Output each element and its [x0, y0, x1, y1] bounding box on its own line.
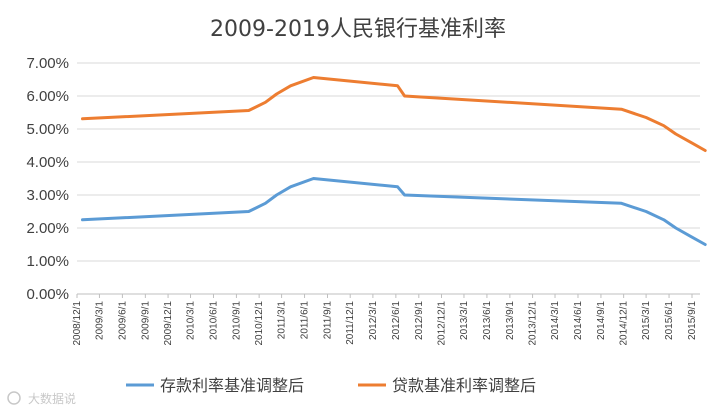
x-tick-label: 2014/6/1: [573, 301, 584, 340]
y-tick-label: 2.00%: [26, 220, 69, 237]
y-tick-label: 0.00%: [26, 286, 69, 303]
x-tick-label: 2015/6/1: [664, 301, 675, 340]
x-tick-label: 2011/6/1: [300, 301, 311, 340]
x-tick-label: 2013/3/1: [459, 301, 470, 340]
y-tick-label: 4.00%: [26, 154, 69, 171]
x-axis-ticks: 2008/12/1 2009/3/1 2009/6/1 2009/9/1 2009/12…: [72, 294, 698, 346]
x-tick-label: 2012/6/1: [391, 301, 402, 340]
x-tick-label: 2014/9/1: [596, 301, 607, 340]
x-tick-label: 2011/3/1: [277, 301, 288, 340]
series-lines: [81, 76, 707, 246]
x-tick-label: 2012/3/1: [368, 301, 379, 340]
x-tick-label: 2009/3/1: [94, 301, 105, 340]
x-tick-label: 2013/6/1: [482, 301, 493, 340]
x-tick-label: 2010/9/1: [231, 301, 242, 340]
x-tick-label: 2009/9/1: [140, 301, 151, 340]
watermark: 大数据说: [7, 391, 76, 406]
x-tick-label: 2012/12/1: [437, 301, 448, 346]
x-tick-label: 2009/6/1: [117, 301, 128, 340]
x-tick-label: 2011/12/1: [345, 301, 356, 345]
x-tick-label: 2013/9/1: [505, 301, 516, 340]
y-tick-label: 1.00%: [26, 253, 69, 270]
x-tick-label: 2013/12/1: [528, 301, 539, 346]
x-tick-label: 2014/12/1: [619, 301, 630, 346]
series-line-deposit: [81, 177, 707, 246]
series-line-loan: [81, 76, 707, 152]
y-tick-label: 3.00%: [26, 187, 69, 204]
x-tick-label: 2010/3/1: [186, 301, 197, 340]
x-tick-label: 2011/9/1: [322, 301, 333, 340]
y-tick-label: 6.00%: [26, 88, 69, 105]
y-tick-label: 7.00%: [26, 55, 69, 72]
watermark-logo-icon: [7, 391, 21, 405]
gridlines: [77, 62, 700, 295]
x-tick-label: 2014/3/1: [550, 301, 561, 340]
chart-title: 2009-2019人民银行基准利率: [210, 17, 506, 42]
x-tick-label: 2015/3/1: [641, 301, 652, 340]
legend-label-loan: 贷款基准利率调整后: [392, 376, 536, 395]
x-tick-label: 2015/9/1: [687, 301, 698, 340]
x-tick-label: 2010/12/1: [254, 301, 265, 346]
x-tick-label: 2009/12/1: [163, 301, 174, 346]
x-tick-label: 2012/9/1: [414, 301, 425, 340]
legend-label-deposit: 存款利率基准调整后: [160, 376, 304, 395]
x-tick-label: 2008/12/1: [72, 301, 83, 346]
x-tick-label: 2010/6/1: [208, 301, 219, 340]
y-tick-label: 5.00%: [26, 121, 69, 138]
legend: 存款利率基准调整后 贷款基准利率调整后: [126, 376, 536, 395]
watermark-text: 大数据说: [28, 391, 76, 406]
y-axis-ticks: 0.00% 1.00% 2.00% 3.00% 4.00% 5.00% 6.00% 7.00%: [26, 55, 69, 303]
